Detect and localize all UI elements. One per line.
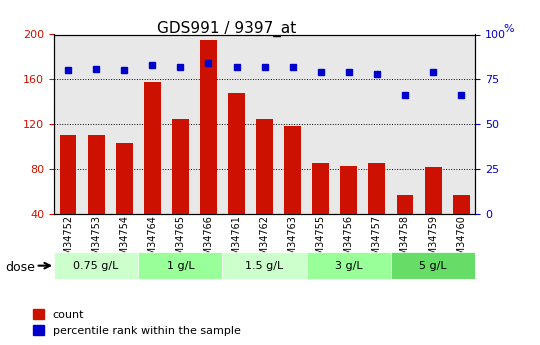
Bar — [172, 119, 189, 259]
Bar — [368, 164, 386, 259]
Text: dose: dose — [5, 261, 35, 274]
Bar — [59, 135, 77, 259]
Bar — [396, 195, 414, 259]
Text: %: % — [503, 24, 514, 34]
Text: 0.75 g/L: 0.75 g/L — [73, 261, 119, 270]
Bar — [312, 164, 329, 259]
Text: 5 g/L: 5 g/L — [419, 261, 447, 270]
Bar — [228, 93, 245, 259]
Bar — [87, 135, 105, 259]
Text: 1.5 g/L: 1.5 g/L — [246, 261, 284, 270]
Bar — [256, 119, 273, 259]
Bar — [340, 166, 357, 259]
Text: 3 g/L: 3 g/L — [335, 261, 363, 270]
FancyBboxPatch shape — [307, 252, 391, 279]
Bar — [424, 167, 442, 259]
Bar — [284, 126, 301, 259]
FancyBboxPatch shape — [391, 252, 475, 279]
Bar — [144, 81, 161, 259]
Bar — [116, 143, 133, 259]
FancyBboxPatch shape — [138, 252, 222, 279]
FancyBboxPatch shape — [54, 252, 138, 279]
Text: GDS991 / 9397_at: GDS991 / 9397_at — [157, 21, 296, 37]
Text: 1 g/L: 1 g/L — [166, 261, 194, 270]
FancyBboxPatch shape — [222, 252, 307, 279]
Bar — [453, 195, 470, 259]
Legend: count, percentile rank within the sample: count, percentile rank within the sample — [32, 309, 240, 336]
Bar — [200, 40, 217, 259]
